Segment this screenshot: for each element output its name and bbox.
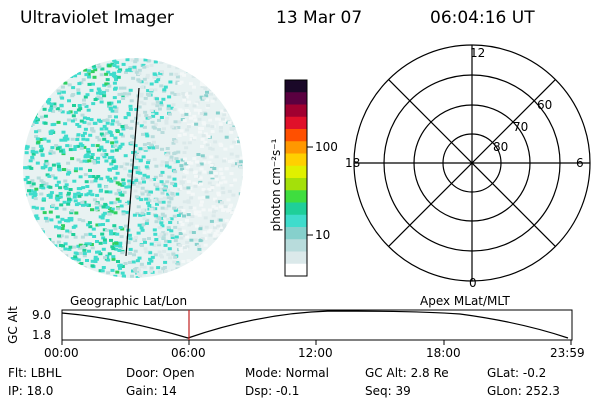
colorbar-swatch [285, 202, 307, 216]
instrument-title: Ultraviolet Imager [20, 8, 174, 28]
polar-label-dawn: 6 [576, 156, 584, 170]
altitude-plot [61, 309, 573, 345]
altitude-curve [61, 310, 569, 339]
observation-date: 13 Mar 07 [276, 8, 363, 28]
gain-info: Gain: 14 [126, 384, 177, 398]
polar-label-midnight: 0 [469, 276, 477, 290]
gc-alt-bottom-value: 1.8 [32, 328, 52, 342]
polar-label-dusk: 18 [345, 156, 361, 170]
colorbar-swatch [285, 227, 307, 240]
mode-info: Mode: Normal [245, 366, 329, 380]
glon-info: GLon: 252.3 [487, 384, 560, 398]
gc-alt-top-value: 9.0 [32, 308, 52, 322]
time-tick-1200: 12:00 [298, 346, 333, 360]
terminator-line [125, 87, 140, 257]
dsp-info: Dsp: -0.1 [245, 384, 300, 398]
seq-info: Seq: 39 [365, 384, 411, 398]
colorbar-swatch [285, 263, 307, 277]
colorbar-tick-10: 10 [315, 228, 331, 242]
colorbar-unit-label: photon cm⁻²s⁻¹ [269, 138, 283, 232]
polar-label-lat60: 60 [537, 98, 553, 112]
colorbar-swatch [285, 178, 307, 191]
door-info: Door: Open [126, 366, 195, 380]
colorbar-swatch [285, 92, 307, 106]
colorbar-swatch [285, 239, 307, 253]
glat-info: GLat: -0.2 [487, 366, 547, 380]
geo-latlon-label: Geographic Lat/Lon [70, 294, 188, 308]
colorbar-tick-100: 100 [315, 140, 338, 154]
time-tick-0600: 06:00 [171, 346, 206, 360]
colorbar-swatch [285, 251, 307, 265]
gc-alt-info: GC Alt: 2.8 Re [365, 366, 449, 380]
ip-info: IP: 18.0 [8, 384, 54, 398]
observation-time: 06:04:16 UT [430, 8, 535, 28]
polar-label-lat80: 80 [493, 140, 509, 154]
colorbar-swatch [285, 153, 307, 167]
polar-label-lat70: 70 [513, 120, 529, 134]
time-tick-2359: 23:59 [550, 346, 585, 360]
colorbar-swatch [285, 165, 307, 179]
apex-mlat-label: Apex MLat/MLT [420, 294, 510, 308]
polar-grid [353, 44, 591, 282]
colorbar-swatch [285, 214, 307, 228]
gc-alt-axis-title: GC Alt [5, 306, 20, 344]
colorbar-swatch [285, 116, 307, 130]
polar-label-noon: 12 [470, 46, 486, 60]
uv-image-disk [23, 58, 243, 278]
time-tick-0000: 00:00 [44, 346, 79, 360]
colorbar [284, 79, 313, 277]
colorbar-swatch [285, 190, 307, 204]
colorbar-swatch [285, 104, 307, 118]
filter-info: Flt: LBHL [8, 366, 62, 380]
colorbar-swatch [285, 80, 307, 93]
colorbar-swatch [285, 129, 307, 142]
colorbar-swatch [285, 141, 307, 155]
time-tick-1800: 18:00 [426, 346, 461, 360]
